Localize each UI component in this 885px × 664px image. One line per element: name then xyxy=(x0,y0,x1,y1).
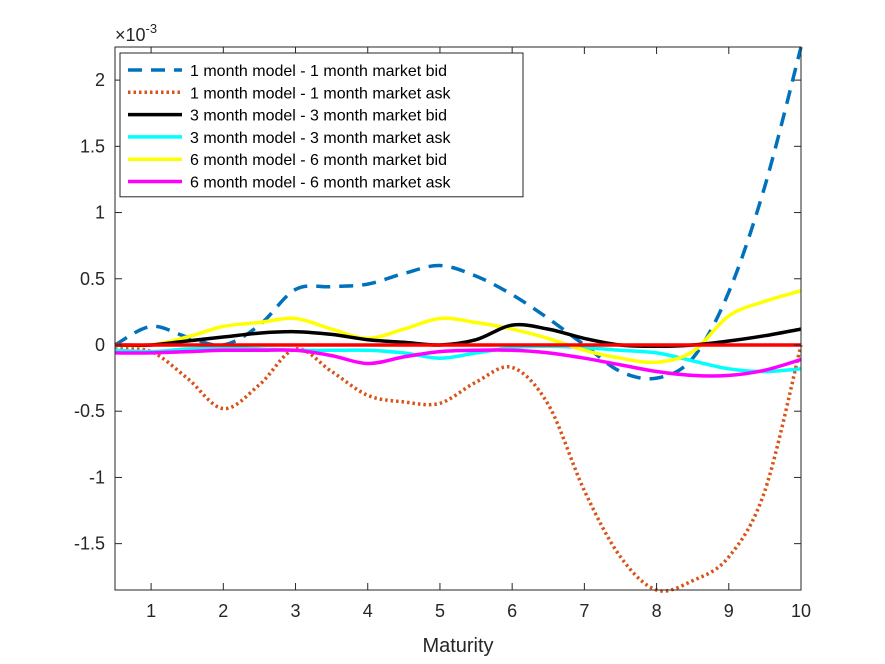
y-tick-label: -0.5 xyxy=(74,401,105,421)
x-tick-label: 4 xyxy=(363,601,373,621)
x-tick-label: 8 xyxy=(652,601,662,621)
y-tick-label: -1 xyxy=(89,467,105,487)
y-tick-label: 1.5 xyxy=(80,136,105,156)
y-axis: -1.5 -1 -0.5 0 0.5 1 1.5 2 xyxy=(74,70,801,554)
x-tick-label: 1 xyxy=(146,601,156,621)
y-tick-label: -1.5 xyxy=(74,534,105,554)
legend-entry-label: 1 month model - 1 month market bid xyxy=(190,63,447,80)
x-tick-label: 9 xyxy=(724,601,734,621)
series-line-2 xyxy=(114,344,803,593)
x-axis-label: Maturity xyxy=(422,635,493,657)
x-tick-label: 2 xyxy=(218,601,228,621)
y-exponent-power: -3 xyxy=(146,21,158,36)
y-exponent-base: ×10 xyxy=(115,25,146,45)
x-tick-label: 7 xyxy=(579,601,589,621)
legend-entry-label: 3 month model - 3 month market bid xyxy=(190,108,447,125)
y-tick-label: 0 xyxy=(95,335,105,355)
y-tick-label: 0.5 xyxy=(80,269,105,289)
x-tick-label: 10 xyxy=(791,601,811,621)
x-tick-label: 6 xyxy=(507,601,517,621)
x-tick-label: 5 xyxy=(435,601,445,621)
axes-box xyxy=(114,46,802,591)
legend-entry-label: 6 month model - 6 month market ask xyxy=(190,175,452,192)
y-tick-label: 2 xyxy=(95,70,105,90)
series-line-4 xyxy=(114,344,802,374)
series-layer xyxy=(114,46,803,593)
x-axis: 1 2 3 4 5 6 7 8 9 10 xyxy=(146,47,811,621)
x-tick-label: 3 xyxy=(291,601,301,621)
legend-entry-label: 6 month model - 6 month market bid xyxy=(190,152,447,169)
legend: 1 month model - 1 month market bid 1 mont… xyxy=(119,52,524,198)
legend-entry-label: 1 month model - 1 month market ask xyxy=(190,85,452,102)
y-exponent-label: ×10-3 xyxy=(115,21,157,45)
series-line-6 xyxy=(114,348,802,378)
legend-entry-label: 3 month model - 3 month market ask xyxy=(190,130,452,147)
series-line-5 xyxy=(114,289,802,365)
legend-box xyxy=(119,52,524,198)
y-tick-label: 1 xyxy=(95,203,105,223)
